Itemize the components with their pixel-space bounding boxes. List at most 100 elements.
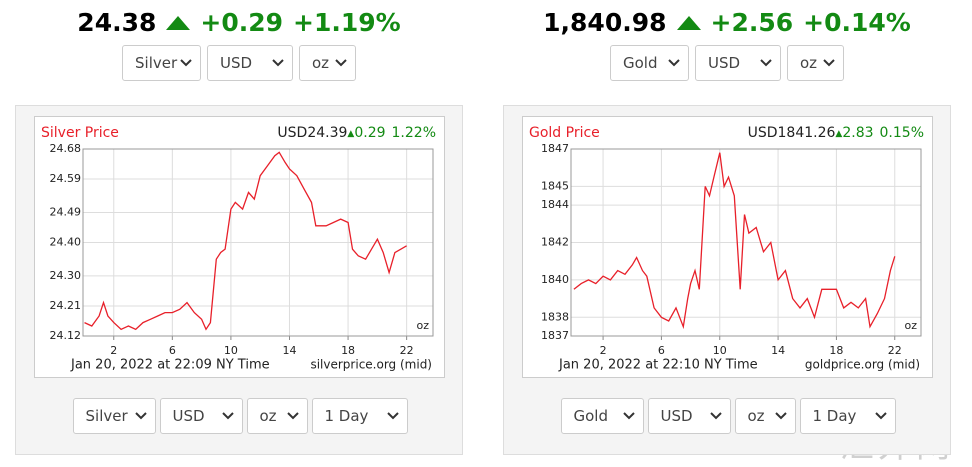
chevron-path	[774, 412, 787, 420]
chevron	[760, 59, 772, 67]
quote-change: 0.29	[354, 125, 385, 141]
x-tick-label: 18	[341, 344, 355, 357]
select[interactable]: Silver	[122, 45, 201, 81]
quote-arrow: ▲	[347, 129, 354, 139]
chevron-path	[180, 59, 192, 67]
x-tick-label: 22	[400, 344, 414, 357]
chevron	[622, 412, 635, 420]
select[interactable]: oz	[787, 45, 844, 81]
up-arrow-shape	[676, 15, 701, 30]
chevron	[709, 412, 722, 420]
up-arrow	[676, 15, 701, 30]
select-text: 1 Day	[324, 407, 369, 425]
select[interactable]: USD	[647, 398, 731, 434]
x-tick-label: 14	[771, 344, 785, 357]
x-tick-label: 22	[888, 344, 902, 357]
x-tick-label: 6	[169, 344, 176, 357]
x-tick-label: 2	[600, 344, 607, 357]
y-tick-label: 1844	[541, 198, 569, 211]
chevron-path	[709, 412, 722, 420]
select-text: Gold	[573, 407, 609, 425]
chart-panel: Silver Price USD24.39▲0.29 1.22% 24.12 24.21…	[15, 105, 463, 455]
select-text: USD	[708, 54, 741, 72]
chart: Gold Price USD1841.26▲2.83 0.15% 1837 1838 18…	[529, 125, 924, 373]
timestamp: Jan 20, 2022 at 22:09 NY Time	[70, 358, 270, 373]
select-text: Silver	[85, 407, 128, 425]
select-text: 1 Day	[812, 407, 857, 425]
chevron-path	[335, 59, 347, 67]
select[interactable]: USD	[207, 45, 293, 81]
y-tick-label: 24.12	[50, 329, 82, 342]
select-text: oz	[259, 407, 277, 425]
select-text: USD	[220, 54, 253, 72]
source: goldprice.org (mid)	[805, 358, 920, 372]
y-tick-label: 1842	[541, 236, 569, 249]
y-tick-label: 1845	[541, 179, 569, 192]
x-tick-label: 2	[110, 344, 117, 357]
select[interactable]: oz	[299, 45, 356, 81]
chevron	[335, 59, 347, 67]
select[interactable]: USD	[159, 398, 243, 434]
quote: USD1841.26▲2.83 0.15%	[748, 125, 924, 141]
chevron-path	[668, 59, 680, 67]
quote: USD24.39▲0.29 1.22%	[277, 125, 436, 141]
chevron	[386, 412, 399, 420]
y-tick-label: 1840	[541, 273, 569, 286]
up-arrow-shape	[166, 15, 191, 30]
y-tick-label: 24.30	[50, 269, 82, 282]
select[interactable]: 1 Day	[311, 398, 408, 434]
select[interactable]: 1 Day	[799, 398, 896, 434]
unit-label: oz	[416, 319, 429, 332]
select[interactable]: Silver	[72, 398, 156, 434]
chevron-path	[874, 412, 887, 420]
y-tick-label: 24.59	[50, 172, 82, 185]
quote-percent: 1.22%	[392, 125, 436, 141]
change: +2.56	[710, 8, 794, 37]
y-tick-label: 24.68	[50, 142, 82, 155]
chart-panel: Gold Price USD1841.26▲2.83 0.15% 1837 1838 18…	[503, 105, 951, 455]
y-tick-label: 24.40	[50, 236, 82, 249]
quote-currency: USD	[748, 125, 778, 141]
chevron-path	[221, 412, 234, 420]
select[interactable]: Gold	[610, 45, 689, 81]
chart: Silver Price USD24.39▲0.29 1.22% 24.12 24.21…	[41, 125, 436, 373]
select[interactable]: oz	[246, 398, 308, 434]
chevron	[272, 59, 284, 67]
chevron-path	[286, 412, 299, 420]
y-tick-label: 24.49	[50, 205, 82, 218]
price-line	[84, 151, 407, 331]
select-text: Silver	[135, 54, 178, 72]
unit-label: oz	[904, 319, 917, 332]
select-text: Gold	[623, 54, 658, 72]
chart-title: Silver Price	[41, 125, 119, 141]
select[interactable]: oz	[734, 398, 796, 434]
up-arrow	[166, 15, 191, 30]
y-tick-label: 1838	[541, 310, 569, 323]
source: silverprice.org (mid)	[310, 358, 432, 372]
chevron	[286, 412, 299, 420]
select[interactable]: USD	[695, 45, 781, 81]
quote-price: 1841.26	[778, 125, 836, 141]
change-percent: +1.19%	[293, 8, 401, 37]
quote-arrow: ▲	[835, 129, 842, 139]
quote-currency: USD	[277, 125, 307, 141]
quote-price: 24.39	[307, 125, 347, 141]
select[interactable]: Gold	[560, 398, 644, 434]
chevron-path	[134, 412, 147, 420]
chevron	[221, 412, 234, 420]
x-tick-label: 10	[224, 344, 238, 357]
quote-change: 2.83	[842, 125, 873, 141]
select-text: oz	[800, 54, 818, 72]
bottom-selects: Gold USD oz 1 Day	[504, 398, 952, 434]
x-tick-label: 10	[713, 344, 727, 357]
price-header: 1,840.98 +2.56 +0.14%	[503, 8, 951, 37]
top-selects: Silver USD oz	[15, 45, 463, 81]
select-text: USD	[660, 407, 693, 425]
chart-box: Silver Price USD24.39▲0.29 1.22% 24.12 24.21…	[34, 116, 445, 378]
plot-border	[82, 148, 434, 337]
price-line	[573, 152, 896, 330]
select-text: oz	[312, 54, 330, 72]
y-tick-label: 24.21	[50, 299, 82, 312]
chart-title: Gold Price	[529, 125, 600, 141]
